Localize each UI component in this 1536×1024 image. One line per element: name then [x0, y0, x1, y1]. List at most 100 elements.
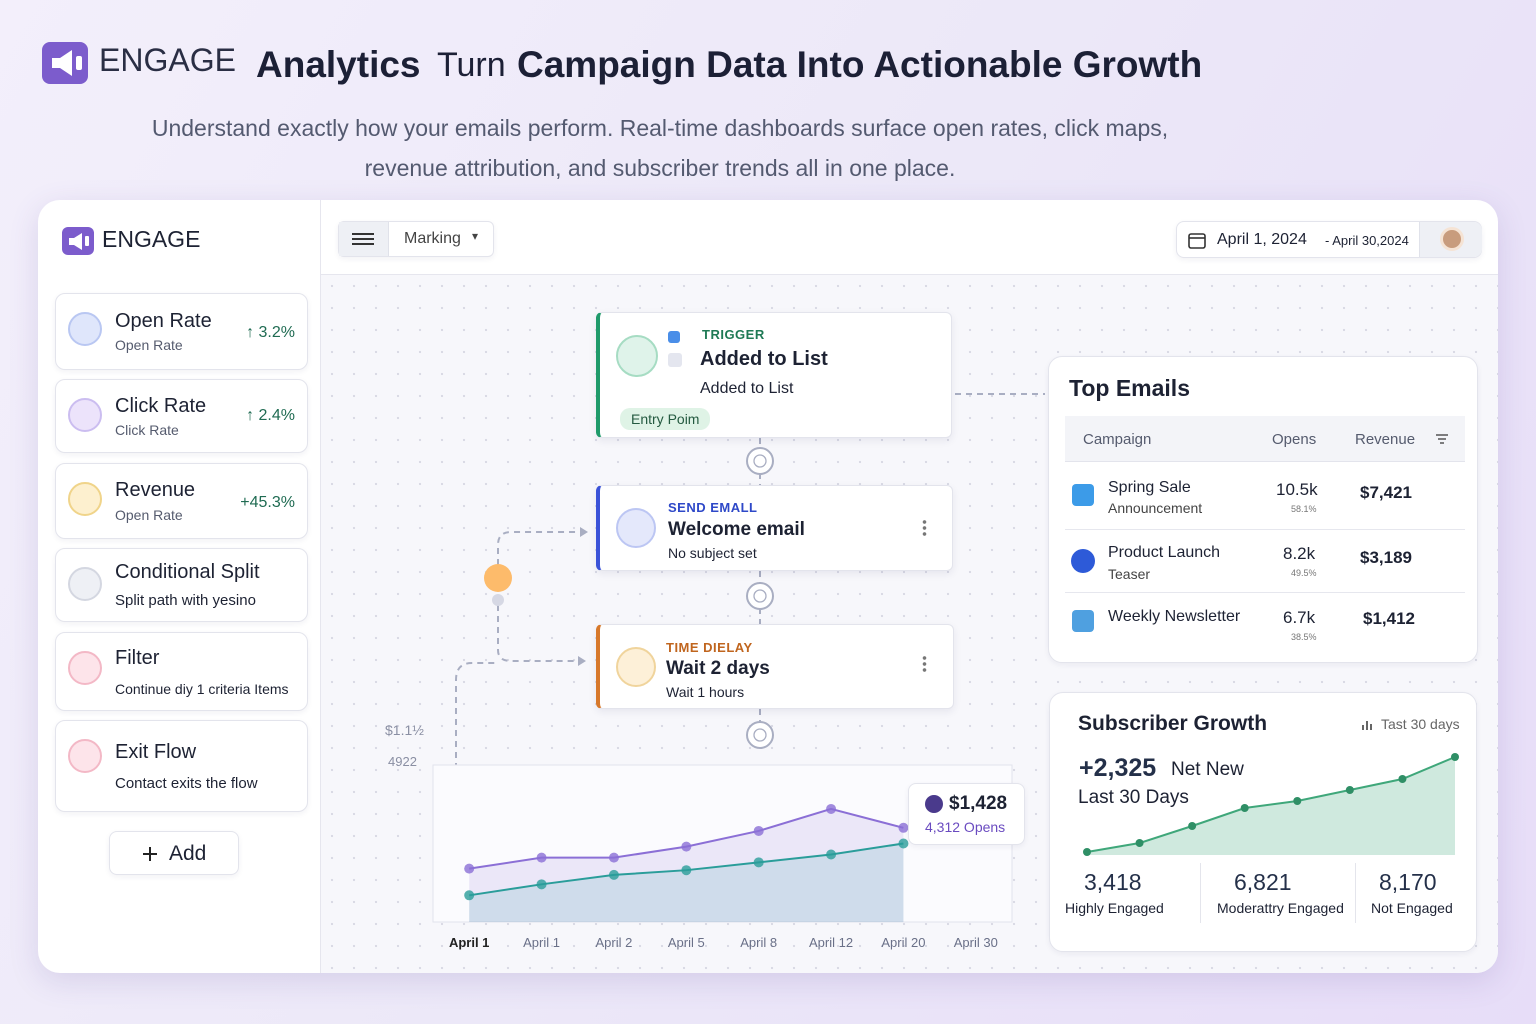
- data-point: [898, 822, 909, 833]
- divider: [1355, 863, 1356, 923]
- metric-card[interactable]: Revenue Open Rate +45.3%: [55, 463, 308, 539]
- menu-label: Marking: [404, 230, 461, 247]
- node-subtitle: Continue diy 1 criteria Items: [115, 681, 289, 697]
- metric-subtitle: Open Rate: [115, 507, 183, 523]
- sort-icon: [1436, 434, 1448, 444]
- calendar-icon: [1188, 233, 1206, 249]
- data-point: [898, 838, 909, 849]
- column-header: Campaign: [1083, 431, 1152, 448]
- x-tick-label: April 30: [954, 935, 998, 950]
- stat-label: Not Engaged: [1371, 900, 1453, 916]
- email-rate: 58.1%: [1291, 504, 1317, 514]
- top-emails: Top Emails Campaign Opens Revenue Spring…: [1048, 356, 1478, 663]
- headline-period: Last 30 Days: [1078, 787, 1189, 808]
- email-icon: [1071, 549, 1095, 573]
- email-detail: Announcement: [1108, 500, 1203, 516]
- node-title: Added to List: [700, 348, 828, 370]
- menu-button[interactable]: [339, 222, 389, 256]
- more-menu[interactable]: [922, 519, 927, 537]
- trigger-node[interactable]: TRIGGER Added to List Added to List Entr…: [596, 312, 952, 438]
- node-card[interactable]: Exit Flow Contact exits the flow: [55, 720, 308, 812]
- email-icon: [1072, 610, 1094, 632]
- x-tick-label: April 12: [809, 935, 853, 950]
- clock-icon: [616, 647, 656, 687]
- x-tick-label: April 5: [668, 935, 705, 950]
- stat-value: 6,821: [1234, 869, 1292, 895]
- metric-subtitle: Open Rate: [115, 337, 183, 353]
- panel-title: Subscriber Growth: [1078, 712, 1268, 735]
- avatar-area[interactable]: [1419, 222, 1482, 257]
- metric-card[interactable]: Click Rate Click Rate ↑ 2.4%: [55, 379, 308, 453]
- add-button[interactable]: Add: [109, 831, 239, 875]
- data-point: [608, 869, 619, 880]
- series-area: [469, 843, 904, 922]
- row-divider: [1065, 592, 1465, 593]
- headline: +2,325: [1079, 754, 1157, 782]
- metric-card[interactable]: Open Rate Open Rate ↑ 3.2%: [55, 293, 308, 370]
- panel-title: Top Emails: [1069, 375, 1190, 401]
- brand-logo: [42, 42, 88, 84]
- date-start: April 1, 2024: [1217, 231, 1307, 248]
- trigger-icon: [616, 335, 658, 377]
- brand-logo: [62, 227, 94, 255]
- email-name: Weekly Newsletter: [1108, 608, 1241, 625]
- hamburger: [352, 233, 374, 245]
- row-divider: [1065, 529, 1465, 530]
- x-tick-label: April 1: [523, 935, 560, 950]
- brand: ENGAGE: [99, 42, 236, 78]
- divider: [1200, 863, 1201, 923]
- data-point: [464, 863, 475, 874]
- metric-title: Click Rate: [115, 395, 207, 417]
- metric-change: +45.3%: [240, 494, 295, 511]
- metric-icon: [68, 482, 102, 516]
- metric-icon: [68, 398, 102, 432]
- data-point: [826, 849, 837, 860]
- subtitle: Understand exactly how your emails perfo…: [151, 115, 1169, 181]
- add-label: Add: [169, 842, 207, 865]
- stat-label: Moderattry Engaged: [1217, 900, 1344, 916]
- headline-label: Net New: [1171, 759, 1244, 780]
- node-card[interactable]: Conditional Split Split path with yesino: [55, 548, 308, 622]
- node-title: Filter: [115, 647, 160, 669]
- node-label: TIME DIELAY: [666, 640, 753, 655]
- metric-title: Open Rate: [115, 310, 212, 332]
- email-revenue: $7,421: [1360, 483, 1412, 502]
- subscriber-growth: Subscriber Growth Tast 30 days +2,325 Ne…: [1049, 692, 1477, 952]
- email-rate: 38.5%: [1291, 632, 1317, 642]
- date-range[interactable]: April 1, 2024 - April 30,2024: [1176, 221, 1482, 258]
- node-icon: [68, 651, 102, 685]
- column-header: Opens: [1272, 431, 1317, 448]
- x-tick-label: April 20: [881, 935, 925, 950]
- send-node[interactable]: SEND EMALL Welcome email No subject set: [596, 485, 953, 571]
- divider: [321, 274, 1498, 275]
- more-menu[interactable]: [922, 655, 927, 673]
- tooltip-value: $1,428: [949, 793, 1008, 814]
- email-rate: 49.5%: [1291, 568, 1317, 578]
- node-subtitle: No subject set: [668, 545, 757, 561]
- data-point: [608, 852, 619, 863]
- metric-icon: [68, 312, 102, 346]
- email-name: Spring Sale: [1108, 479, 1191, 496]
- delay-node[interactable]: TIME DIELAY Wait 2 days Wait 1 hours: [596, 624, 954, 709]
- stat-label: Highly Engaged: [1065, 900, 1164, 916]
- node-subtitle: Wait 1 hours: [666, 684, 745, 700]
- node-title: Exit Flow: [115, 741, 197, 763]
- column-header: Revenue: [1355, 431, 1416, 448]
- menu-select[interactable]: Marking ▾: [338, 221, 494, 257]
- table-header: [1065, 416, 1465, 462]
- stat-value: 8,170: [1379, 869, 1437, 895]
- metric-change: ↑ 2.4%: [246, 407, 295, 424]
- metric-subtitle: Click Rate: [115, 422, 179, 438]
- period: Tast 30 days: [1381, 716, 1460, 732]
- node-icon: [68, 567, 102, 601]
- data-point: [753, 825, 764, 836]
- sidebar-brand: ENGAGE: [102, 226, 201, 252]
- node-card[interactable]: Filter Continue diy 1 criteria Items: [55, 632, 308, 711]
- node-title: Wait 2 days: [666, 658, 770, 679]
- node-subtitle: Contact exits the flow: [115, 775, 258, 792]
- avatar: [1440, 227, 1464, 251]
- node-label: TRIGGER: [702, 327, 765, 342]
- email-opens: 10.5k: [1276, 480, 1318, 499]
- node-title: Conditional Split: [115, 561, 260, 583]
